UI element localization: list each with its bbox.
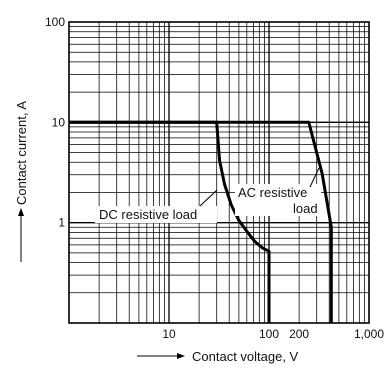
dc-resistive-load-curve — [69, 120, 271, 323]
ac-resistive-label: AC resistive — [238, 185, 307, 200]
x-axis-title: Contact voltage, V — [137, 349, 299, 364]
y-tick-label: 10 — [52, 115, 66, 129]
dc-leader-line — [199, 189, 218, 207]
x-tick-label: 200 — [289, 327, 309, 341]
y-tick-label: 1 — [58, 216, 65, 230]
x-tick-label: 10 — [162, 327, 176, 341]
tick-labels: 10 100 200 1,000 1 10 100 — [45, 15, 384, 341]
ac-load-label: load — [293, 201, 318, 216]
x-tick-label: 1,000 — [354, 327, 384, 341]
y-axis-label: Contact current, A — [14, 101, 29, 205]
y-tick-label: 100 — [45, 15, 65, 29]
y-axis-arrow-head — [18, 208, 24, 216]
ac-leader-line — [309, 167, 320, 188]
dc-label-background — [95, 206, 217, 223]
dc-resistive-load-label: DC resistive load — [99, 207, 197, 222]
ac-label-background — [235, 184, 321, 216]
plot-frame — [68, 21, 370, 324]
grid-lines — [69, 22, 369, 323]
x-tick-label: 100 — [259, 327, 279, 341]
series-layer — [69, 120, 333, 323]
ac-resistive-load-curve — [69, 120, 333, 323]
x-axis-arrow-head — [177, 353, 185, 359]
y-axis-title: Contact current, A — [14, 101, 29, 262]
x-axis-label: Contact voltage, V — [192, 349, 299, 364]
annotations: DC resistive load AC resistive load — [95, 167, 321, 223]
